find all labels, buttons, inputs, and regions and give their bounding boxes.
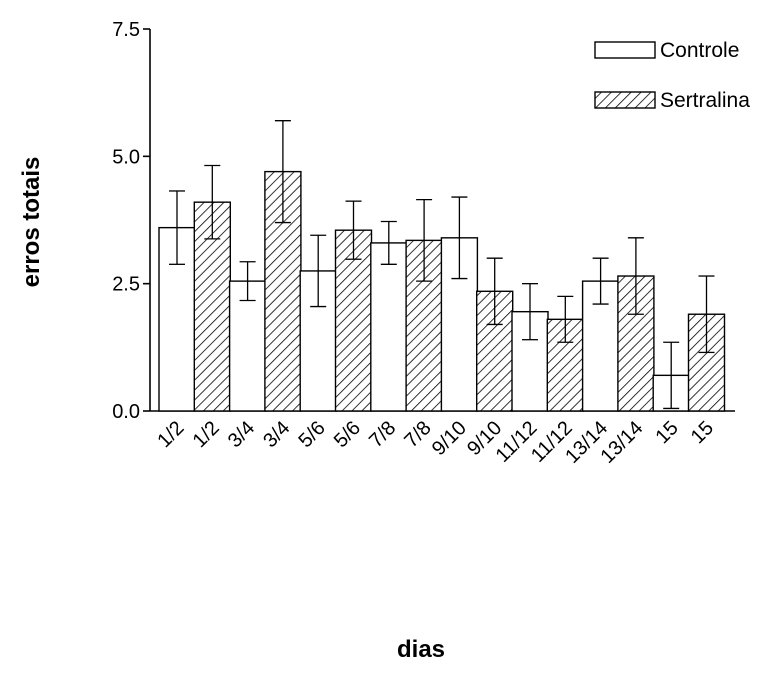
x-tick-label: 5/6	[295, 417, 330, 452]
x-tick-labels: 1/2 1/2 3/4 3/4 5/6 5/6 7/8 7/89/109/1011/1211/…	[153, 417, 718, 468]
error-bars-layer	[169, 120, 715, 410]
x-axis-title: dias	[397, 636, 445, 663]
legend-label-sertralina: Sertralina	[660, 89, 750, 112]
y-tick-label: 0.0	[112, 401, 140, 423]
x-tick-label: 1/2	[153, 417, 188, 452]
bar-sertralina	[334, 229, 373, 412]
x-tick-label: 3/4	[259, 417, 294, 452]
bar-sertralina	[617, 275, 655, 412]
x-tick-label: 1/2	[189, 417, 224, 452]
bar-controle	[228, 280, 267, 412]
y-axis-title: erros totais	[18, 157, 45, 288]
y-tick-labels: 0.0 2.5 5.0 7.5	[112, 19, 150, 423]
x-tick-label: 15	[651, 417, 682, 448]
x-tick-label: 9/10	[428, 417, 471, 460]
legend-swatch-controle	[594, 41, 656, 59]
bar-controle	[370, 242, 408, 412]
legend: Controle Sertralina	[594, 39, 750, 112]
x-tick-label: 5/6	[330, 417, 365, 452]
x-tick-label: 3/4	[224, 417, 259, 452]
y-tick-label: 7.5	[112, 19, 140, 41]
legend-label-controle: Controle	[660, 39, 739, 62]
x-tick-label: 7/8	[365, 417, 400, 452]
bars-layer	[158, 170, 726, 412]
y-tick-label: 5.0	[112, 146, 140, 168]
legend-swatch-sertralina	[594, 91, 656, 109]
x-tick-label: 15	[687, 417, 718, 448]
y-tick-label: 2.5	[112, 274, 140, 296]
